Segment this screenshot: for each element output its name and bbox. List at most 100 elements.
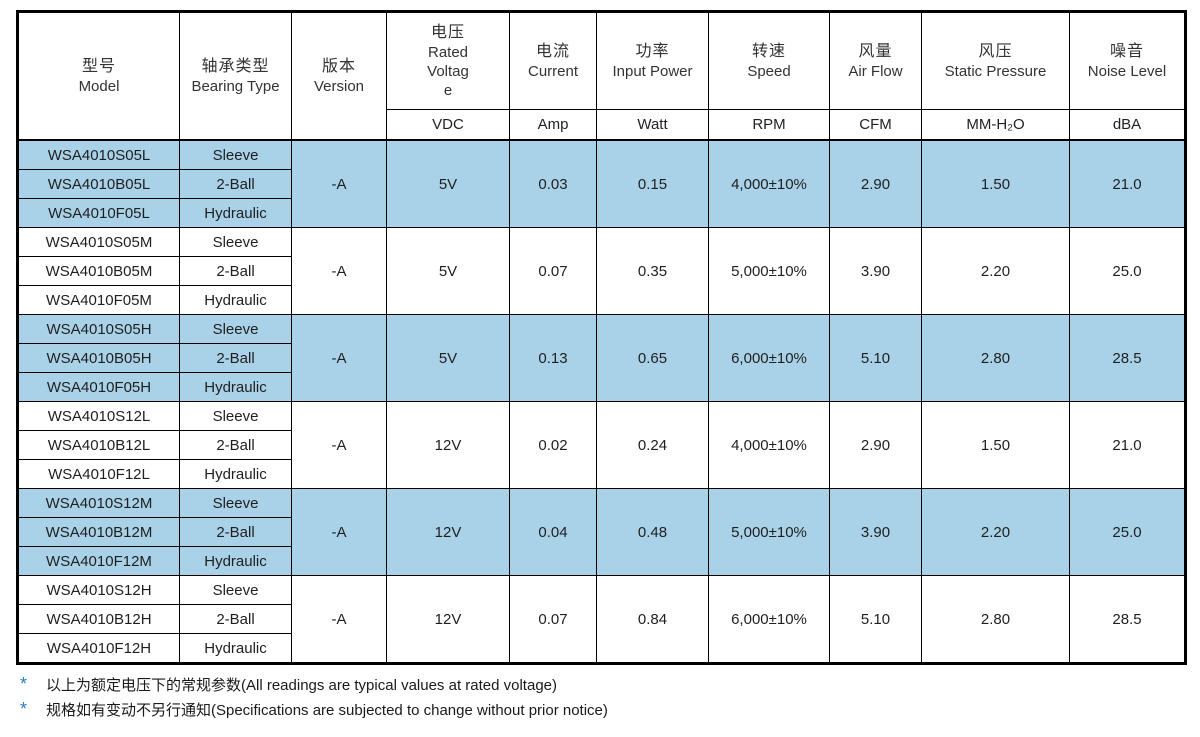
table-row: WSA4010B05M 2-Ball xyxy=(17,256,1186,286)
col-header-voltage: 电压 Rated Voltage xyxy=(386,11,510,110)
col-header-noise-cn: 噪音 xyxy=(1109,43,1144,60)
bearing-cell: 2-Ball xyxy=(179,430,292,460)
airflow-cell: 5.10 xyxy=(829,314,922,402)
bearing-cell: Hydraulic xyxy=(179,459,292,489)
airflow-cell: 3.90 xyxy=(829,227,922,315)
asterisk-marker: * xyxy=(20,674,28,694)
col-header-pressure-cn: 风压 xyxy=(978,43,1013,60)
pressure-cell: 1.50 xyxy=(921,139,1070,228)
power-cell: 0.24 xyxy=(596,401,709,489)
version-cell: -A xyxy=(291,227,387,315)
model-cell: WSA4010B12H xyxy=(17,604,180,634)
pressure-cell: 2.20 xyxy=(921,227,1070,315)
power-cell: 0.84 xyxy=(596,575,709,664)
airflow-cell: 2.90 xyxy=(829,401,922,489)
asterisk-marker: * xyxy=(20,699,28,719)
version-cell: -A xyxy=(291,401,387,489)
bearing-cell: Sleeve xyxy=(179,488,292,518)
col-header-noise-en: Noise Level xyxy=(1087,63,1167,80)
bearing-cell: Sleeve xyxy=(179,314,292,344)
voltage-cell: 12V xyxy=(386,401,510,489)
model-cell: WSA4010S05L xyxy=(17,139,180,170)
noise-cell: 28.5 xyxy=(1069,575,1186,664)
current-cell: 0.04 xyxy=(509,488,597,576)
table-row: WSA4010B12L 2-Ball xyxy=(17,430,1186,460)
noise-cell: 25.0 xyxy=(1069,227,1186,315)
spec-table-body: WSA4010S05L Sleeve -A 5V 0.03 0.15 4,000±10% 2.… xyxy=(17,139,1186,664)
voltage-cell: 5V xyxy=(386,227,510,315)
col-header-version: 版本 Version xyxy=(291,11,387,141)
bearing-cell: Hydraulic xyxy=(179,285,292,315)
footnote-text: 以上为额定电压下的常规参数(All readings are typical v… xyxy=(46,677,557,694)
bearing-cell: 2-Ball xyxy=(179,256,292,286)
header-row-units: VDC Amp Watt RPM CFM MM-H₂O dBA xyxy=(18,109,1186,141)
unit-watt: Watt xyxy=(596,109,709,141)
unit-dba: dBA xyxy=(1069,109,1186,141)
noise-cell: 28.5 xyxy=(1069,314,1186,402)
col-header-model: 型号 Model xyxy=(17,11,180,141)
col-header-voltage-en: Rated Voltage xyxy=(427,44,469,99)
table-header: 型号 Model 轴承类型 Bearing Type 版本 Version 电压… xyxy=(17,11,1186,141)
bearing-cell: Hydraulic xyxy=(179,372,292,402)
version-cell: -A xyxy=(291,314,387,402)
version-cell: -A xyxy=(291,575,387,664)
bearing-cell: Sleeve xyxy=(179,139,292,170)
noise-cell: 21.0 xyxy=(1069,401,1186,489)
pressure-cell: 2.80 xyxy=(921,314,1070,402)
col-header-power-cn: 功率 xyxy=(635,43,670,60)
col-header-bearing-cn: 轴承类型 xyxy=(201,58,270,75)
col-header-version-en: Version xyxy=(313,78,365,95)
model-cell: WSA4010F05M xyxy=(17,285,180,315)
table-row: WSA4010B12M 2-Ball xyxy=(17,517,1186,547)
col-header-current-cn: 电流 xyxy=(535,43,570,60)
spec-table: 型号 Model 轴承类型 Bearing Type 版本 Version 电压… xyxy=(16,10,1187,665)
bearing-cell: Sleeve xyxy=(179,575,292,605)
power-cell: 0.65 xyxy=(596,314,709,402)
unit-rpm: RPM xyxy=(708,109,830,141)
model-cell: WSA4010S05H xyxy=(17,314,180,344)
col-header-speed: 转速 Speed xyxy=(708,11,830,110)
noise-cell: 25.0 xyxy=(1069,488,1186,576)
speed-cell: 6,000±10% xyxy=(708,575,830,664)
version-cell: -A xyxy=(291,139,387,228)
table-row: WSA4010F12L Hydraulic xyxy=(17,459,1186,489)
model-cell: WSA4010F05H xyxy=(17,372,180,402)
model-cell: WSA4010S12M xyxy=(17,488,180,518)
bearing-cell: Hydraulic xyxy=(179,198,292,228)
noise-cell: 21.0 xyxy=(1069,139,1186,228)
table-row: WSA4010B05L 2-Ball xyxy=(17,169,1186,199)
pressure-cell: 2.80 xyxy=(921,575,1070,664)
unit-mm-h2o: MM-H₂O xyxy=(921,109,1070,141)
model-cell: WSA4010B05H xyxy=(17,343,180,373)
current-cell: 0.07 xyxy=(509,575,597,664)
col-header-pressure: 风压 Static Pressure xyxy=(921,11,1070,110)
col-header-voltage-cn: 电压 xyxy=(430,24,465,41)
table-row: WSA4010F05H Hydraulic xyxy=(17,372,1186,402)
speed-cell: 5,000±10% xyxy=(708,227,830,315)
col-header-power-en: Input Power xyxy=(612,63,693,80)
model-cell: WSA4010S05M xyxy=(17,227,180,257)
bearing-cell: Hydraulic xyxy=(179,633,292,664)
current-cell: 0.07 xyxy=(509,227,597,315)
model-cell: WSA4010F12L xyxy=(17,459,180,489)
bearing-cell: 2-Ball xyxy=(179,169,292,199)
speed-cell: 5,000±10% xyxy=(708,488,830,576)
col-header-power: 功率 Input Power xyxy=(596,11,709,110)
footnote-item: * 以上为额定电压下的常规参数(All readings are typical… xyxy=(20,674,608,701)
pressure-cell: 1.50 xyxy=(921,401,1070,489)
col-header-bearing: 轴承类型 Bearing Type xyxy=(179,11,292,141)
current-cell: 0.02 xyxy=(509,401,597,489)
bearing-cell: 2-Ball xyxy=(179,604,292,634)
table-row: WSA4010F12H Hydraulic xyxy=(17,633,1186,664)
col-header-airflow-cn: 风量 xyxy=(858,43,893,60)
bearing-cell: Hydraulic xyxy=(179,546,292,576)
airflow-cell: 2.90 xyxy=(829,139,922,228)
col-header-speed-cn: 转速 xyxy=(751,43,786,60)
col-header-model-en: Model xyxy=(78,78,120,95)
col-header-version-cn: 版本 xyxy=(321,58,356,75)
table-row: WSA4010S12L Sleeve -A 12V 0.02 0.24 4,000±10% 2… xyxy=(17,401,1186,489)
speed-cell: 4,000±10% xyxy=(708,401,830,489)
power-cell: 0.35 xyxy=(596,227,709,315)
voltage-cell: 12V xyxy=(386,488,510,576)
